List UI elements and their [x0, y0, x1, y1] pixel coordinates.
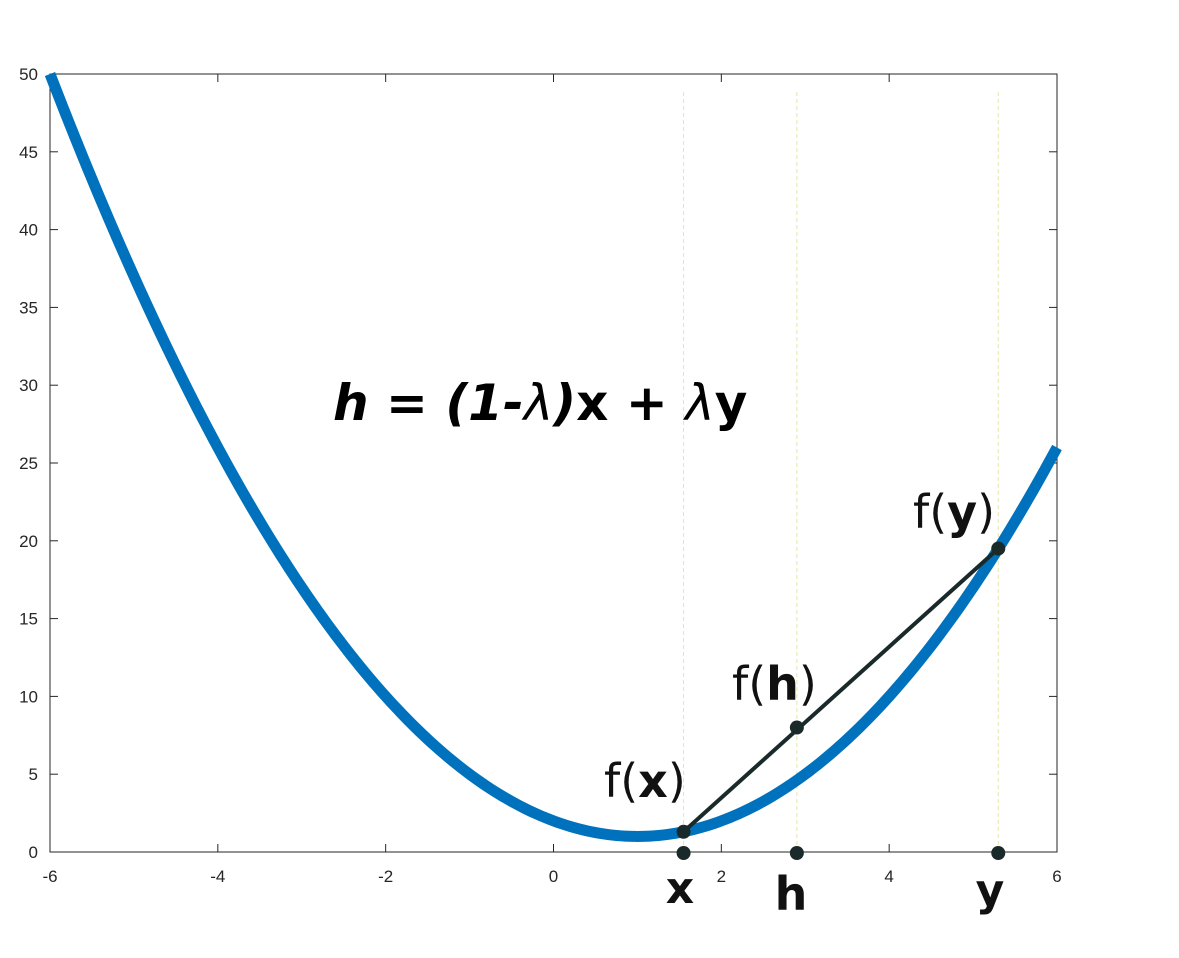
- y-tick-label: 0: [29, 843, 38, 862]
- data-points: [676, 541, 1006, 860]
- y-tick-label: 30: [19, 376, 38, 395]
- y-tick-label: 15: [19, 610, 38, 629]
- axis-label-y: y: [976, 865, 1005, 916]
- label-fy: f(y): [913, 485, 995, 539]
- point-fy: [991, 541, 1006, 556]
- formula-h-equals: h = (1-λ)x + λy: [333, 374, 747, 432]
- y-tick-label: 45: [19, 143, 38, 162]
- y-tick-label: 5: [29, 765, 38, 784]
- axis-point-h: [789, 846, 804, 860]
- axis-point-x: [676, 846, 691, 860]
- x-tick-label: -2: [378, 867, 393, 886]
- label-fh: f(h): [732, 657, 817, 711]
- chord-line: [682, 547, 1000, 834]
- y-tick-label: 10: [19, 687, 38, 706]
- y-tick-label: 50: [19, 65, 38, 84]
- axis-point-y: [991, 846, 1006, 860]
- x-tick-label: 0: [549, 867, 558, 886]
- x-tick-label: 2: [717, 867, 726, 886]
- axis-label-h: h: [775, 867, 808, 921]
- point-fh: [789, 720, 804, 735]
- plot-area: [49, 73, 1058, 853]
- x-tick-label: -6: [42, 867, 57, 886]
- parabola-curve: [44, 72, 1062, 842]
- y-tick-label: 40: [19, 221, 38, 240]
- y-tick-label: 35: [19, 298, 38, 317]
- axis-label-x: x: [666, 863, 694, 914]
- y-tick-label: 20: [19, 532, 38, 551]
- y-tick-label: 25: [19, 454, 38, 473]
- x-tick-label: -4: [210, 867, 225, 886]
- label-fx: f(x): [604, 754, 686, 808]
- x-tick-label: 6: [1052, 867, 1061, 886]
- axis-ticks: -6 -4 -2 0 2 4 6 0 5 10 15 20 25 30 35 40 45 50: [19, 65, 1062, 886]
- point-fx: [676, 824, 691, 839]
- x-tick-label: 4: [884, 867, 893, 886]
